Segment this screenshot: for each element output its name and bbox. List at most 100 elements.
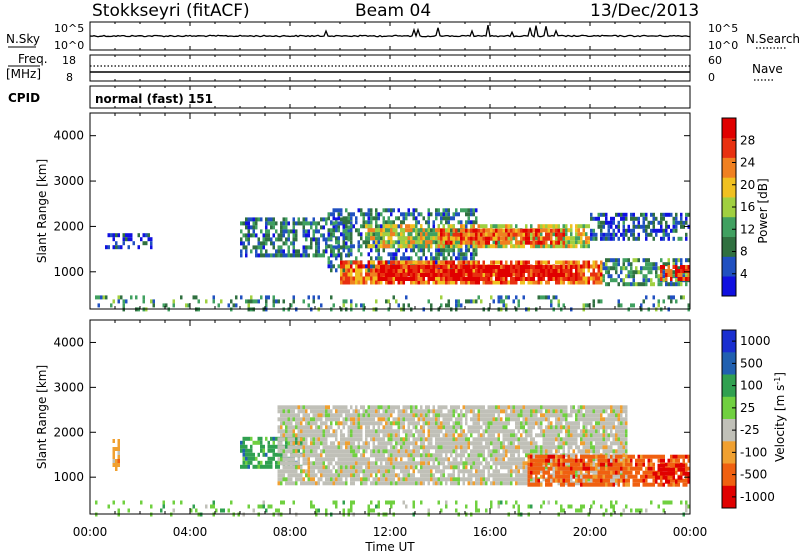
data-cell [535,417,538,422]
data-cell [380,421,383,426]
data-cell [595,232,598,237]
data-cell [427,244,430,249]
data-cell [342,469,345,474]
data-cell [432,277,435,281]
data-cell [522,477,525,482]
data-cell [482,280,485,285]
data-cell [447,248,450,253]
data-cell [340,221,343,226]
data-cell [450,240,453,245]
data-cell [275,452,278,457]
data-cell [370,220,373,225]
data-cell [495,421,498,426]
data-cell [422,273,425,277]
data-cell [665,500,668,505]
data-cell [372,280,375,285]
data-cell [370,208,373,213]
data-cell [615,212,618,217]
data-cell [312,409,315,414]
data-cell [497,425,500,430]
data-cell [522,481,525,486]
data-cell [652,236,655,241]
colorbar-tick-label: 16 [740,200,755,214]
data-cell [282,221,285,226]
data-cell [550,269,553,273]
data-cell [377,212,380,217]
data-cell [375,280,378,285]
data-cell [385,457,388,462]
data-cell [672,265,675,269]
data-cell [392,465,395,470]
data-cell [467,265,470,269]
data-cell [487,240,490,245]
data-cell [415,405,418,410]
data-cell [467,240,470,245]
data-cell [340,264,343,269]
y-tick-label: 1000 [53,265,84,279]
data-cell [417,409,420,414]
data-cell [487,405,490,410]
data-cell [255,221,258,226]
data-cell [657,504,660,509]
data-cell [630,212,633,217]
data-cell [305,449,308,454]
data-cell [432,260,435,265]
data-cell [475,421,478,426]
data-cell [492,272,495,277]
data-cell [452,413,455,418]
data-cell [247,229,250,234]
data-cell [515,437,518,442]
data-cell [392,457,395,462]
data-cell [302,233,305,238]
data-cell [320,303,323,308]
data-cell [427,508,430,513]
data-cell [327,405,330,410]
data-cell [400,269,403,273]
data-cell [395,421,398,426]
data-cell [375,248,378,253]
data-cell [377,469,380,474]
data-cell [537,409,540,414]
data-cell [272,440,275,445]
data-cell [287,473,290,478]
data-cell [277,445,280,450]
data-cell [520,457,523,462]
data-cell [332,248,335,253]
data-cell [350,433,353,438]
data-cell [367,461,370,466]
data-cell [505,413,508,418]
data-cell [442,457,445,462]
data-cell [480,449,483,454]
data-cell [387,208,390,213]
data-cell [487,409,490,414]
data-cell [527,425,530,430]
data-cell [637,258,640,263]
data-cell [560,273,563,277]
data-cell [340,208,343,213]
data-cell [485,421,488,426]
data-cell [335,461,338,466]
data-cell [555,260,558,265]
data-cell [320,253,323,258]
data-cell [335,473,338,478]
data-cell [462,429,465,434]
data-cell [245,245,248,250]
data-cell [490,409,493,414]
data-cell [410,409,413,414]
data-cell [395,445,398,450]
data-cell [372,441,375,446]
data-cell [472,457,475,462]
data-cell [410,240,413,245]
data-cell [362,409,365,414]
data-cell [402,413,405,418]
data-cell [380,228,383,233]
data-cell [460,264,463,269]
data-cell [547,295,550,300]
data-cell [372,469,375,474]
data-cell [470,212,473,217]
data-cell [305,245,308,250]
data-cell [592,228,595,233]
data-cell [680,273,683,277]
data-cell [680,269,683,273]
data-cell [522,240,525,245]
